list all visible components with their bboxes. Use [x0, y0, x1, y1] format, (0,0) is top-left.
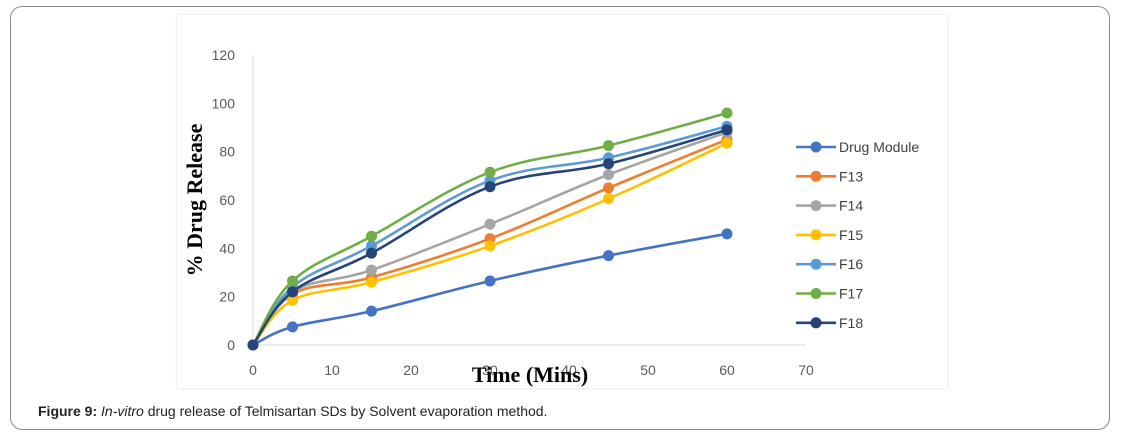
y-tick-label: 20 — [219, 289, 235, 305]
data-point — [366, 264, 377, 276]
data-point — [721, 137, 733, 149]
data-point — [287, 321, 298, 333]
data-point — [247, 339, 259, 351]
legend-label: F15 — [839, 227, 863, 243]
data-point — [603, 169, 614, 181]
legend-marker — [810, 170, 822, 182]
legend-item-f16: F16 — [796, 256, 863, 272]
y-tick-label: 40 — [219, 240, 235, 256]
x-tick-label: 40 — [561, 362, 577, 378]
legend-label: F14 — [839, 198, 863, 214]
legend-marker — [810, 141, 822, 153]
x-tick-label: 20 — [403, 362, 419, 378]
data-point — [484, 218, 496, 230]
data-point — [721, 228, 733, 240]
data-point — [366, 276, 377, 288]
data-point — [287, 275, 298, 287]
series-f18 — [247, 124, 733, 351]
legend-item-drug-module: Drug Module — [796, 139, 919, 155]
x-tick-label: 30 — [482, 362, 498, 378]
data-point — [603, 182, 614, 194]
data-point — [366, 305, 377, 317]
legend-marker — [810, 258, 822, 270]
caption-label: Figure 9: — [38, 403, 98, 419]
legend-label: F17 — [839, 286, 863, 302]
y-axis-title: % Drug Release — [182, 123, 207, 276]
y-tick-label: 0 — [227, 337, 235, 353]
legend-label: Drug Module — [839, 139, 919, 155]
legend-marker — [810, 317, 822, 329]
legend-label: F16 — [839, 256, 863, 272]
legend-item-f13: F13 — [796, 168, 863, 184]
x-tick-label: 10 — [324, 362, 340, 378]
caption-text: drug release of Telmisartan SDs by Solve… — [143, 403, 548, 419]
legend-marker — [810, 229, 822, 241]
data-point — [287, 294, 298, 306]
data-point — [603, 140, 614, 152]
x-tick-label: 50 — [640, 362, 656, 378]
legend: Drug Module F13 F14 F15 F16 F17 F18 — [796, 139, 919, 331]
y-tick-label: 60 — [219, 192, 235, 208]
y-tick-label: 80 — [219, 144, 235, 160]
x-axis-title: Time (Mins) — [472, 362, 588, 387]
legend-marker — [810, 288, 822, 299]
data-point — [366, 247, 377, 259]
data-point — [603, 158, 614, 170]
legend-item-f14: F14 — [796, 198, 863, 214]
data-point — [484, 181, 496, 193]
data-point — [366, 230, 377, 242]
data-point — [484, 275, 496, 287]
x-tick-label: 60 — [719, 362, 735, 378]
data-point — [721, 107, 733, 119]
data-point — [603, 193, 614, 205]
x-tick-label: 0 — [249, 362, 257, 378]
figure-caption: Figure 9: In-vitro drug release of Telmi… — [38, 403, 547, 419]
legend-marker — [810, 200, 822, 212]
legend-item-f17: F17 — [796, 286, 863, 302]
legend-item-f18: F18 — [796, 315, 863, 331]
caption-italic: In-vitro — [101, 403, 144, 419]
legend-label: F18 — [839, 315, 863, 331]
data-point — [484, 240, 496, 252]
data-point — [287, 286, 298, 298]
series-layer — [247, 107, 733, 351]
data-point — [603, 250, 614, 262]
data-point — [721, 124, 733, 136]
legend-item-f15: F15 — [796, 227, 863, 243]
y-tick-label: 100 — [212, 95, 236, 111]
data-point — [484, 166, 496, 178]
axes: 0 20 40 60 80 100 120 0 10 20 30 40 50 60 70 — [212, 47, 814, 378]
y-tick-label: 120 — [212, 47, 236, 63]
x-tick-label: 70 — [798, 362, 814, 378]
legend-label: F13 — [839, 168, 863, 184]
